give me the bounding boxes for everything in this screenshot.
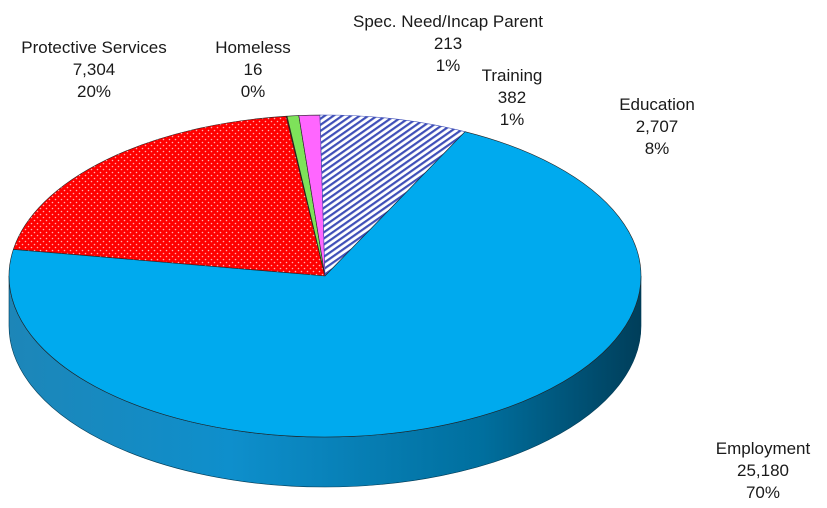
slice-percent: 8% (644, 139, 670, 158)
slice-name: Education (619, 95, 695, 114)
slice-value: 382 (497, 88, 527, 107)
pie-slice-protective-services (12, 115, 326, 277)
slice-percent: 1% (499, 110, 525, 129)
pie-slice-education (319, 114, 466, 277)
slice-name: Employment (715, 439, 811, 458)
pie-top-layer (8, 114, 642, 438)
slice-value: 25,180 (736, 461, 789, 480)
slice-label-training: Training 382 1% (482, 65, 543, 131)
slice-label-spec-need: Spec. Need/Incap Parent 213 1% (353, 11, 543, 77)
slice-value: 7,304 (72, 60, 116, 79)
slice-value: 213 (433, 34, 463, 53)
slice-percent: 20% (76, 82, 112, 101)
slice-name: Training (481, 66, 543, 85)
slice-label-education: Education 2,707 8% (619, 94, 695, 160)
slice-percent: 0% (240, 82, 266, 101)
slice-label-homeless: Homeless 16 0% (215, 37, 291, 103)
slice-label-protective-services: Protective Services 7,304 20% (21, 37, 167, 103)
slice-name: Protective Services (21, 38, 167, 57)
slice-name: Spec. Need/Incap Parent (353, 12, 543, 31)
slice-name: Homeless (215, 38, 291, 57)
slice-label-employment: Employment 25,180 70% (716, 438, 810, 504)
slice-percent: 1% (435, 56, 461, 75)
slice-percent: 70% (745, 483, 781, 502)
pie-slice-employment (8, 131, 642, 438)
slice-value: 2,707 (635, 117, 679, 136)
slice-value: 16 (243, 60, 263, 79)
